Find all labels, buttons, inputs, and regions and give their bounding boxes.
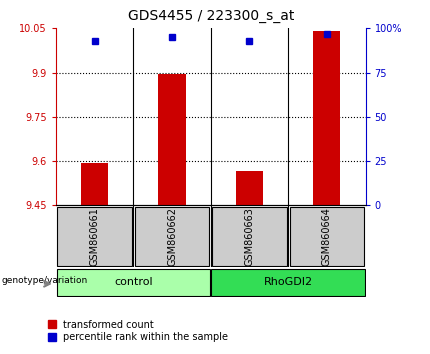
Text: GSM860663: GSM860663 (244, 207, 255, 266)
FancyBboxPatch shape (57, 269, 210, 296)
FancyBboxPatch shape (212, 207, 286, 266)
Text: GSM860661: GSM860661 (89, 207, 100, 266)
FancyBboxPatch shape (290, 207, 364, 266)
FancyBboxPatch shape (212, 269, 365, 296)
Text: GSM860662: GSM860662 (167, 207, 177, 266)
Bar (236, 171, 263, 205)
Text: genotype/variation: genotype/variation (1, 276, 87, 285)
Legend: transformed count, percentile rank within the sample: transformed count, percentile rank withi… (48, 320, 228, 342)
Text: RhoGDI2: RhoGDI2 (264, 277, 313, 287)
FancyBboxPatch shape (58, 207, 132, 266)
Text: control: control (114, 277, 153, 287)
FancyBboxPatch shape (135, 207, 209, 266)
Bar (159, 74, 186, 205)
Title: GDS4455 / 223300_s_at: GDS4455 / 223300_s_at (128, 9, 294, 23)
Text: GSM860664: GSM860664 (322, 207, 332, 266)
Bar (313, 31, 341, 205)
Bar (81, 162, 108, 205)
